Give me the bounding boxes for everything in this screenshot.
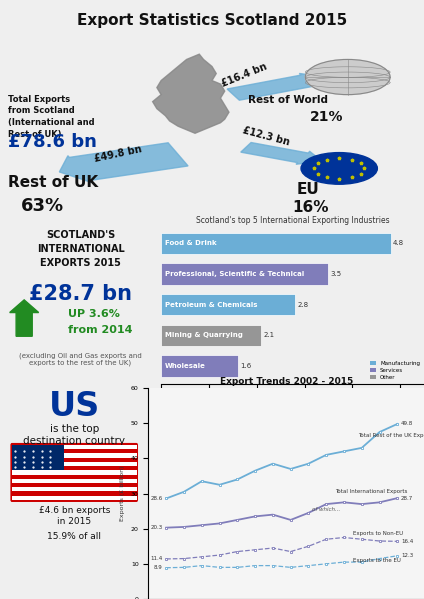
Text: 11.4: 11.4	[151, 556, 163, 561]
Legend: Manufacturing, Services, Other: Manufacturing, Services, Other	[369, 360, 421, 381]
Text: US: US	[49, 390, 100, 423]
Text: Mining & Quarrying: Mining & Quarrying	[165, 332, 243, 338]
Text: 1.6: 1.6	[240, 363, 251, 369]
Text: 15.9% of all: 15.9% of all	[47, 531, 101, 540]
Bar	[161, 294, 295, 315]
Text: UP 3.6%: UP 3.6%	[68, 309, 120, 319]
Text: 21%: 21%	[310, 110, 343, 125]
Text: £49.8 bn: £49.8 bn	[93, 144, 143, 164]
Bar	[161, 233, 391, 254]
Text: Rest of World: Rest of World	[248, 95, 328, 105]
Text: 4.8: 4.8	[393, 240, 404, 246]
Bar	[161, 355, 237, 377]
Text: 2.8: 2.8	[297, 302, 309, 308]
Bar	[12, 487, 137, 491]
X-axis label: Exports (£ billion): Exports (£ billion)	[262, 404, 324, 410]
Text: Wholesale: Wholesale	[165, 363, 206, 369]
Text: Total International Exports: Total International Exports	[335, 489, 407, 494]
Text: SCOTLAND'S
INTERNATIONAL
EXPORTS 2015: SCOTLAND'S INTERNATIONAL EXPORTS 2015	[37, 230, 124, 268]
Text: 49.8: 49.8	[401, 422, 413, 426]
FancyArrow shape	[10, 300, 39, 336]
Y-axis label: Exports (£ billion): Exports (£ billion)	[120, 466, 125, 521]
Text: 16%: 16%	[293, 200, 329, 215]
Text: of which...: of which...	[312, 507, 340, 512]
Circle shape	[305, 59, 390, 95]
Text: £4.6 bn exports
in 2015: £4.6 bn exports in 2015	[39, 506, 110, 525]
Text: EU: EU	[297, 183, 320, 198]
Text: 3.5: 3.5	[331, 271, 342, 277]
Text: Food & Drink: Food & Drink	[165, 240, 217, 246]
Polygon shape	[153, 54, 229, 133]
Title: Export Trends 2002 - 2015: Export Trends 2002 - 2015	[220, 377, 353, 386]
Text: Exports to Non-EU: Exports to Non-EU	[353, 531, 403, 537]
Text: (excluding Oil and Gas exports and
exports to the rest of the UK): (excluding Oil and Gas exports and expor…	[19, 352, 142, 366]
Text: is the top
destination country: is the top destination country	[23, 424, 125, 446]
Text: £12.3 bn: £12.3 bn	[242, 126, 291, 148]
Circle shape	[301, 153, 377, 184]
FancyArrow shape	[227, 74, 326, 100]
Bar	[12, 445, 137, 449]
Bar	[161, 325, 262, 346]
Text: 20.3: 20.3	[151, 525, 163, 530]
Text: 28.7: 28.7	[401, 495, 413, 501]
Text: 63%: 63%	[21, 196, 64, 214]
FancyArrow shape	[59, 143, 188, 182]
Text: £78.6 bn: £78.6 bn	[8, 133, 98, 152]
Bar	[161, 264, 329, 285]
Bar	[12, 470, 137, 474]
Text: 28.6: 28.6	[151, 496, 163, 501]
Text: 12.3: 12.3	[401, 553, 413, 558]
Text: £28.7 bn: £28.7 bn	[29, 284, 132, 304]
FancyArrow shape	[241, 143, 322, 164]
Text: Rest of UK: Rest of UK	[8, 176, 99, 190]
Text: 16.4: 16.4	[401, 539, 413, 544]
Text: from 2014: from 2014	[68, 325, 132, 335]
Text: Petroleum & Chemicals: Petroleum & Chemicals	[165, 302, 257, 308]
Bar	[12, 445, 64, 470]
Text: Exports to the EU: Exports to the EU	[353, 558, 401, 563]
Title: Scotland's top 5 International Exporting Industries: Scotland's top 5 International Exporting…	[196, 216, 389, 225]
Text: Total Exports
from Scotland
(International and
Rest of UK): Total Exports from Scotland (Internation…	[8, 95, 95, 139]
Text: 8.9: 8.9	[154, 565, 163, 570]
Text: Total Rest of the UK Exports: Total Rest of the UK Exports	[358, 433, 424, 438]
Bar	[12, 453, 137, 458]
Text: Export Statistics Scotland 2015: Export Statistics Scotland 2015	[77, 13, 347, 28]
Text: 2.1: 2.1	[264, 332, 275, 338]
Bar	[12, 462, 137, 466]
Text: Professional, Scientific & Technical: Professional, Scientific & Technical	[165, 271, 304, 277]
FancyBboxPatch shape	[11, 443, 138, 502]
Bar	[12, 495, 137, 500]
Bar	[12, 479, 137, 483]
Text: £16.4 bn: £16.4 bn	[220, 62, 269, 89]
